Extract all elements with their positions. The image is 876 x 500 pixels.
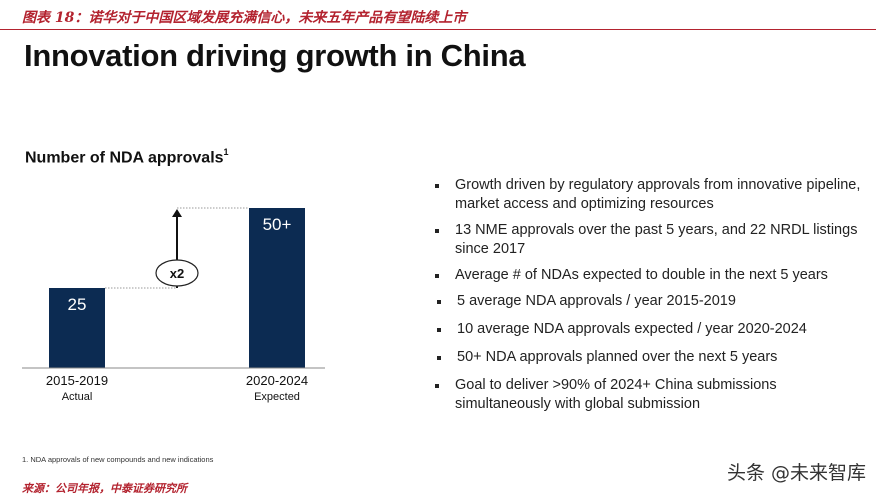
watermark: 头条 @未来智库 — [726, 462, 866, 484]
bullet-item: Goal to deliver >90% of 2024+ China subm… — [432, 376, 862, 414]
bullet-item: Average # of NDAs expected to double in … — [432, 266, 862, 285]
growth-arrow-head — [172, 209, 182, 217]
bar-data-label: 25 — [68, 295, 87, 314]
source-note: 来源：公司年报，中泰证券研究所 — [22, 482, 187, 495]
figure-header: 图表 18：诺华对于中国区域发展充满信心，未来五年产品有望陆续上市 — [0, 0, 876, 30]
category-sublabel: Actual — [62, 391, 93, 403]
category-label: 2015-2019 — [46, 373, 108, 388]
bullet-item: 13 NME approvals over the past 5 years, … — [432, 221, 862, 259]
bar-data-label: 50+ — [263, 215, 292, 234]
category-label: 2020-2024 — [246, 373, 308, 388]
figure-caption: 图表 18：诺华对于中国区域发展充满信心，未来五年产品有望陆续上市 — [22, 10, 467, 26]
chart-title-text: Number of NDA approvals — [25, 149, 224, 167]
category-sublabel: Expected — [254, 391, 300, 403]
sub-bullet-item: 10 average NDA approvals expected / year… — [434, 320, 862, 339]
bullet-item: Growth driven by regulatory approvals fr… — [432, 176, 862, 214]
growth-multiplier-badge — [155, 259, 199, 287]
sub-bullet-item: 50+ NDA approvals planned over the next … — [434, 348, 862, 367]
sub-bullet-item: 5 average NDA approvals / year 2015-2019 — [434, 292, 862, 311]
slide-title: Innovation driving growth in China — [24, 38, 526, 73]
growth-multiplier-label: x2 — [170, 266, 184, 281]
footnote: 1. NDA approvals of new compounds and ne… — [22, 455, 214, 464]
bullet-list: Growth driven by regulatory approvals fr… — [432, 176, 862, 421]
bar-2020-2024 — [249, 208, 305, 368]
bar-2015-2019 — [49, 288, 105, 368]
chart-title: Number of NDA approvals1 — [25, 147, 229, 167]
chart-title-footnote-marker: 1 — [223, 147, 229, 157]
